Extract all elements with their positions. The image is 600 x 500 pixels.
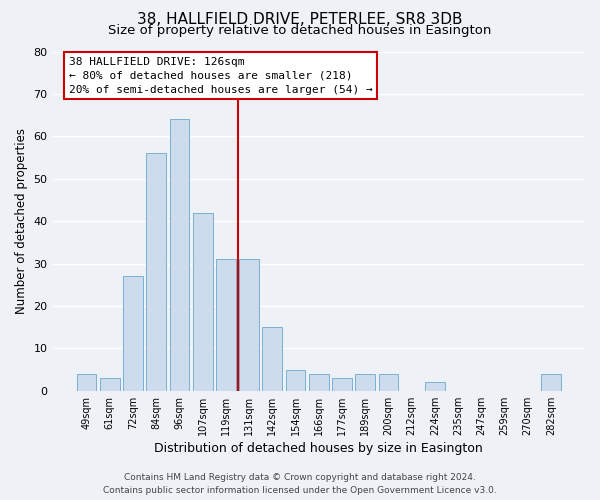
- Bar: [239, 260, 259, 391]
- Bar: [146, 154, 166, 391]
- Bar: [100, 378, 119, 391]
- Bar: [193, 212, 212, 391]
- Text: Size of property relative to detached houses in Easington: Size of property relative to detached ho…: [109, 24, 491, 37]
- Bar: [77, 374, 97, 391]
- Bar: [541, 374, 561, 391]
- Bar: [355, 374, 375, 391]
- Bar: [216, 260, 236, 391]
- Bar: [262, 327, 282, 391]
- Bar: [123, 276, 143, 391]
- Bar: [170, 120, 190, 391]
- Bar: [286, 370, 305, 391]
- Bar: [309, 374, 329, 391]
- Bar: [425, 382, 445, 391]
- X-axis label: Distribution of detached houses by size in Easington: Distribution of detached houses by size …: [154, 442, 483, 455]
- Bar: [332, 378, 352, 391]
- Y-axis label: Number of detached properties: Number of detached properties: [15, 128, 28, 314]
- Text: Contains HM Land Registry data © Crown copyright and database right 2024.
Contai: Contains HM Land Registry data © Crown c…: [103, 474, 497, 495]
- Bar: [379, 374, 398, 391]
- Text: 38 HALLFIELD DRIVE: 126sqm
← 80% of detached houses are smaller (218)
20% of sem: 38 HALLFIELD DRIVE: 126sqm ← 80% of deta…: [68, 56, 372, 94]
- Text: 38, HALLFIELD DRIVE, PETERLEE, SR8 3DB: 38, HALLFIELD DRIVE, PETERLEE, SR8 3DB: [137, 12, 463, 28]
